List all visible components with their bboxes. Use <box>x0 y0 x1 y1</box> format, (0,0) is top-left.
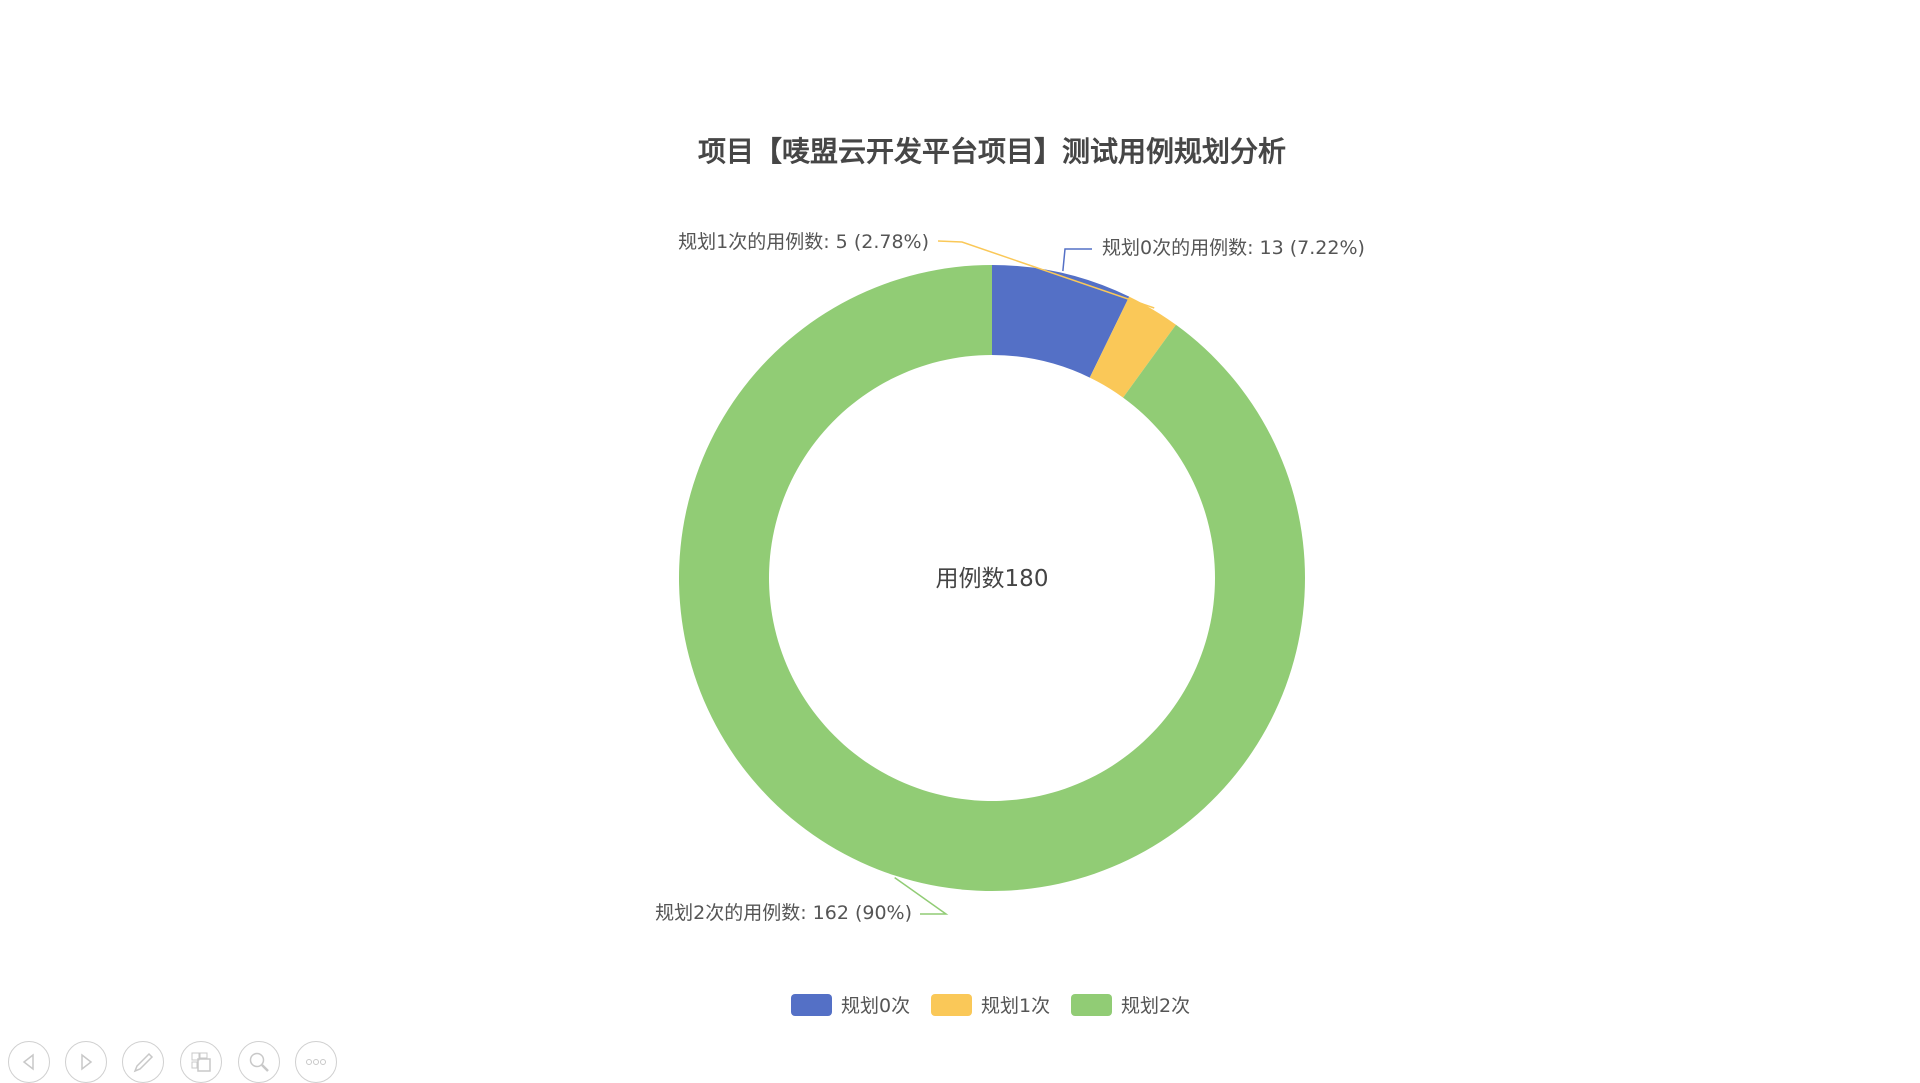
legend-label: 规划1次 <box>981 995 1050 1017</box>
zoom-icon[interactable] <box>238 1041 280 1083</box>
leader-line-1 <box>937 240 1155 309</box>
slice-label-2: 规划2次的用例数: 162 (90%) <box>655 902 912 924</box>
more-icon[interactable] <box>295 1041 337 1083</box>
next-icon[interactable] <box>65 1041 107 1083</box>
pen-icon[interactable] <box>122 1041 164 1083</box>
leader-line-2 <box>894 876 949 915</box>
slice-label-0: 规划0次的用例数: 13 (7.22%) <box>1102 237 1365 259</box>
legend-item-2[interactable]: 规划2次 <box>1071 994 1190 1017</box>
previous-icon[interactable] <box>8 1041 50 1083</box>
slice-label-1: 规划1次的用例数: 5 (2.78%) <box>678 231 929 253</box>
chart-title: 项目【唛盟云开发平台项目】测试用例规划分析 <box>697 135 1286 168</box>
legend-swatch <box>931 994 972 1016</box>
slice-1[interactable] <box>1089 296 1176 398</box>
legend-swatch <box>1071 994 1112 1016</box>
legend-label: 规划2次 <box>1121 995 1190 1017</box>
legend: 规划0次 规划1次 规划2次 <box>791 994 1190 1017</box>
legend-label: 规划0次 <box>841 995 910 1017</box>
legend-swatch <box>791 994 832 1016</box>
legend-item-1[interactable]: 规划1次 <box>931 994 1050 1017</box>
leader-line-0 <box>1062 248 1092 272</box>
center-label: 用例数180 <box>936 566 1049 592</box>
slice-0[interactable] <box>992 265 1130 378</box>
legend-item-0[interactable]: 规划0次 <box>791 994 910 1017</box>
slides-icon[interactable] <box>180 1041 222 1083</box>
